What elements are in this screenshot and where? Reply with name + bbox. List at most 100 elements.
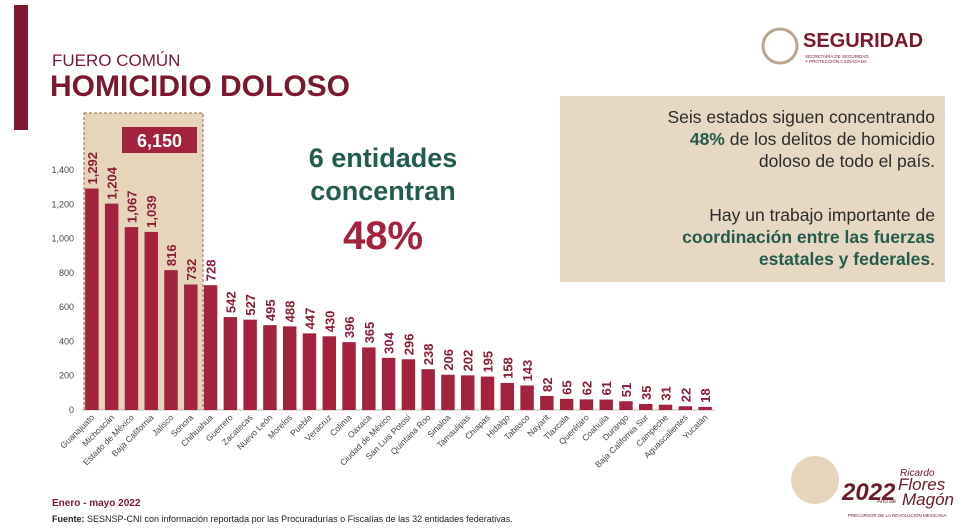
value-label: 365	[362, 322, 377, 344]
bar	[441, 374, 455, 410]
panel-text: de los delitos de homicidio	[724, 129, 935, 149]
value-label: 527	[243, 294, 258, 316]
bar	[698, 406, 712, 410]
bar	[362, 347, 376, 410]
bar	[322, 336, 336, 410]
highlight-total: 6,150	[137, 131, 182, 151]
badge-text: Año de	[877, 499, 897, 505]
bar	[203, 285, 218, 410]
value-label: 195	[481, 351, 496, 373]
bar	[678, 406, 693, 410]
bar	[540, 395, 554, 410]
value-label: 1,204	[105, 166, 120, 199]
bar	[500, 382, 515, 410]
bar	[559, 398, 574, 410]
bar	[599, 399, 613, 410]
logo-emblem	[761, 27, 799, 65]
panel-text: .	[930, 249, 935, 269]
side-strip	[14, 5, 28, 130]
value-label: 51	[619, 383, 634, 397]
panel-line: Hay un trabajo importante de	[709, 205, 935, 225]
source: Fuente: SESNSP-CNI con información repor…	[52, 514, 513, 524]
value-label: 1,067	[124, 191, 139, 224]
bar	[658, 404, 673, 410]
value-label: 22	[678, 388, 693, 402]
callout-percent: 48%	[343, 214, 423, 258]
logo-subtitle: SECRETARÍA DE SEGURIDAD	[805, 53, 869, 59]
logo: SEGURIDAD SECRETARÍA DE SEGURIDAD Y PROT…	[761, 27, 923, 65]
value-label: 488	[283, 301, 298, 323]
badge-text: PRECURSOR DE LA REVOLUCIÓN MEXICANA	[848, 512, 947, 518]
panel-line: Seis estados siguen concentrando	[667, 107, 935, 127]
bar	[579, 399, 594, 410]
value-label: 816	[164, 244, 179, 266]
y-tick-label: 200	[59, 371, 74, 381]
source-text: SESNSP-CNI con información reportada por…	[84, 514, 513, 524]
highlight: 48%	[689, 129, 725, 149]
info-panel: Seis estados siguen concentrando 48% de …	[560, 96, 945, 282]
badge: 2022 Ricardo Flores Año de Magón PRECURS…	[791, 456, 954, 518]
bar	[184, 284, 198, 410]
highlight: coordinación entre las fuerzas	[682, 227, 935, 247]
value-label: 296	[401, 334, 416, 356]
bar	[342, 342, 356, 410]
bar	[619, 401, 633, 410]
highlight-box	[83, 112, 204, 411]
panel-paragraph: Hay un trabajo importante de coordinació…	[565, 204, 935, 270]
logo-name: SEGURIDAD	[803, 30, 923, 52]
period: Enero - mayo 2022	[52, 498, 141, 509]
bar	[401, 359, 416, 410]
bar	[639, 404, 653, 410]
panel-line: 48% de los delitos de homicidio	[565, 128, 935, 150]
value-label: 31	[659, 386, 674, 400]
value-label: 430	[322, 311, 337, 333]
badge-text: Magón	[902, 490, 954, 509]
bar	[302, 333, 317, 410]
y-tick-label: 1,400	[51, 165, 74, 175]
value-label: 65	[560, 380, 575, 394]
panel-paragraph: Seis estados siguen concentrando 48% de …	[565, 106, 935, 172]
value-label: 396	[342, 316, 357, 338]
bar	[421, 369, 435, 410]
bar	[282, 326, 297, 410]
panel-line: estatales y federales.	[565, 248, 935, 270]
value-label: 495	[263, 299, 278, 321]
source-label: Fuente:	[52, 514, 85, 524]
value-label: 304	[382, 331, 397, 353]
value-label: 728	[204, 259, 219, 281]
value-label: 62	[579, 381, 594, 395]
logo-subtitle: Y PROTECCIÓN CIUDADANA	[805, 58, 867, 64]
bar	[243, 319, 257, 410]
y-tick-label: 0	[69, 405, 74, 415]
value-label: 61	[599, 381, 614, 395]
y-tick-label: 1,200	[51, 199, 74, 209]
value-label: 542	[223, 291, 238, 313]
value-label: 238	[421, 343, 436, 365]
bar	[164, 270, 178, 410]
badge-text: Flores	[898, 475, 946, 494]
y-tick-label: 800	[59, 268, 74, 278]
bar	[85, 188, 99, 410]
value-label: 1,292	[85, 152, 100, 185]
section-label: FUERO COMÚN	[52, 51, 180, 70]
y-tick-label: 400	[59, 336, 74, 346]
panel-line: doloso de todo el país.	[758, 151, 935, 171]
bar	[263, 325, 277, 410]
chart-title: HOMICIDIO DOLOSO	[50, 70, 350, 103]
bar	[480, 376, 495, 410]
value-label: 143	[520, 360, 535, 382]
bar	[520, 385, 534, 410]
bar	[144, 231, 158, 410]
badge-text: Ricardo	[900, 468, 935, 479]
value-label: 732	[184, 259, 199, 281]
bar	[124, 227, 139, 410]
value-label: 447	[302, 308, 317, 330]
highlight-total-box	[122, 127, 197, 153]
y-tick-label: 600	[59, 302, 74, 312]
bar	[381, 357, 396, 410]
bar	[104, 203, 119, 410]
value-label: 206	[441, 349, 456, 371]
highlight: estatales y federales	[758, 249, 931, 269]
value-label: 158	[500, 357, 515, 379]
